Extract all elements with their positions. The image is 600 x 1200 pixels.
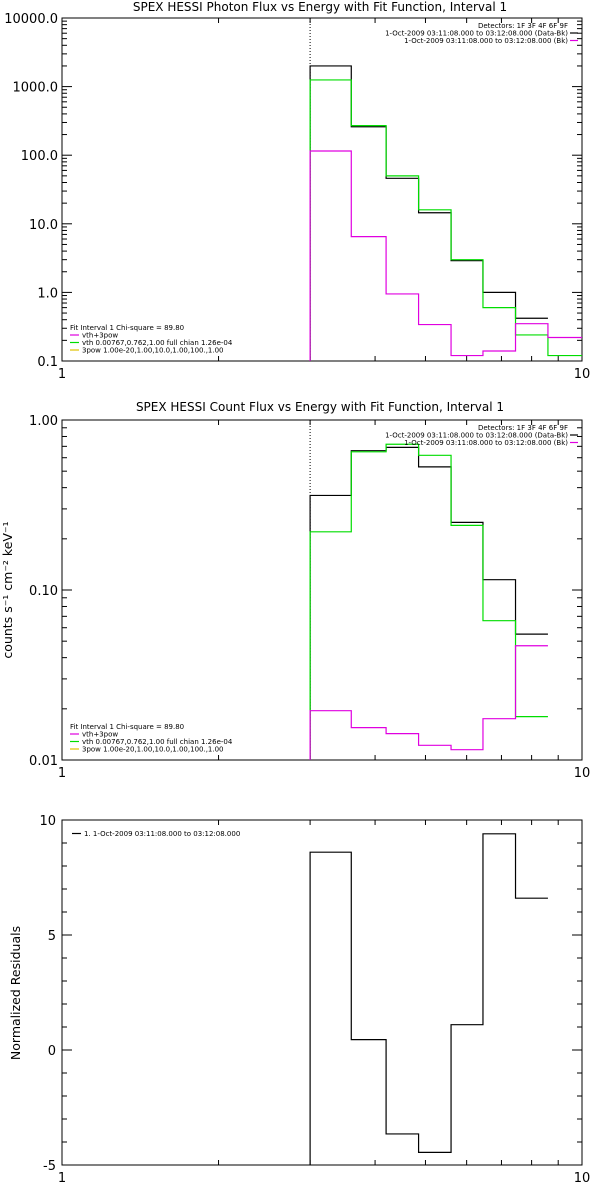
photon-flux-plot-frame xyxy=(61,17,583,362)
y-tick-label: 10000.0 xyxy=(4,12,58,27)
legend-entry: 1-Oct-2009 03:11:08.000 to 03:12:08.000 … xyxy=(404,439,568,447)
series-line-2 xyxy=(309,443,548,760)
y-tick-label: 0.10 xyxy=(29,584,58,599)
x-tick-label: 10 xyxy=(574,367,591,382)
y-tick-label: 10 xyxy=(39,814,56,829)
y-tick-label: 0.01 xyxy=(29,754,58,769)
y-tick-label: -5 xyxy=(43,1159,56,1174)
residuals-ticks: 1 10 -5 0 5 10 xyxy=(39,814,590,1186)
legend-entry: Fit Interval 1 Chi-square = 89.80 xyxy=(70,324,184,332)
count-flux-plot-frame xyxy=(61,419,583,761)
photon-flux-panel: SPEX HESSI Photon Flux vs Energy with Fi… xyxy=(4,0,590,382)
legend-entry: vth+3pow xyxy=(82,332,118,340)
series-line-2 xyxy=(309,79,582,361)
residuals-series xyxy=(309,833,548,1165)
legend-entry: Fit Interval 1 Chi-square = 89.80 xyxy=(70,723,184,731)
residuals-panel: Normalized Residuals 1 10 -5 0 5 10 1. 1-Oct-… xyxy=(8,814,590,1186)
legend-entry: vth 0.00767,0.762,1.00 full chian 1.26e-… xyxy=(82,339,233,347)
series-line-1 xyxy=(309,65,548,361)
legend-entry: Detectors: 1F 3F 4F 6F 9F xyxy=(478,424,568,432)
y-tick-label: 0 xyxy=(48,1044,56,1059)
count-flux-title: SPEX HESSI Count Flux vs Energy with Fit… xyxy=(136,400,504,414)
photon-flux-series xyxy=(309,18,582,361)
y-tick-label: 10.0 xyxy=(29,218,58,233)
x-tick-label: 10 xyxy=(574,766,591,781)
photon-flux-ticks: 1 10 0.1 1.0 10.0 100.0 1000.0 10000.0 xyxy=(4,12,590,382)
residuals-legend: 1. 1-Oct-2009 03:11:08.000 to 03:12:08.0… xyxy=(72,830,240,838)
series-line-1 xyxy=(309,446,548,760)
legend-entry: 1-Oct-2009 03:11:08.000 to 03:12:08.000 … xyxy=(385,432,568,440)
count-flux-ylabel: counts s⁻¹ cm⁻² keV⁻¹ xyxy=(0,521,15,658)
photon-flux-title: SPEX HESSI Photon Flux vs Energy with Fi… xyxy=(133,0,507,14)
legend-entry: 3pow 1.00e-20,1.00,10.0,1.00,100.,1.00 xyxy=(82,746,224,754)
series-line-3 xyxy=(309,645,548,760)
legend-entry: Detectors: 1F 3F 4F 6F 9F xyxy=(478,22,568,30)
y-tick-label: 1.00 xyxy=(29,414,58,429)
y-tick-label: 0.1 xyxy=(37,355,58,370)
series-line-1 xyxy=(309,833,548,1165)
legend-entry: vth 0.00767,0.762,1.00 full chian 1.26e-… xyxy=(82,738,233,746)
x-tick-label: 1 xyxy=(58,1171,66,1186)
count-flux-panel: SPEX HESSI Count Flux vs Energy with Fit… xyxy=(0,400,590,781)
x-tick-label: 10 xyxy=(574,1171,591,1186)
count-flux-legend: Detectors: 1F 3F 4F 6F 9F1-Oct-2009 03:1… xyxy=(70,424,578,754)
residuals-plot-frame xyxy=(61,819,583,1166)
x-tick-label: 1 xyxy=(58,766,66,781)
series-line-3 xyxy=(309,150,582,361)
legend-entry: 3pow 1.00e-20,1.00,10.0,1.00,100.,1.00 xyxy=(82,347,224,355)
count-flux-series xyxy=(309,420,548,760)
legend-entry: 1. 1-Oct-2009 03:11:08.000 to 03:12:08.0… xyxy=(84,830,240,838)
legend-entry: 1-Oct-2009 03:11:08.000 to 03:12:08.000 … xyxy=(385,30,568,38)
y-tick-label: 5 xyxy=(48,929,56,944)
y-tick-label: 1.0 xyxy=(37,286,58,301)
residuals-ylabel: Normalized Residuals xyxy=(8,926,23,1060)
y-tick-label: 100.0 xyxy=(21,149,58,164)
legend-entry: 1-Oct-2009 03:11:08.000 to 03:12:08.000 … xyxy=(404,37,568,45)
y-tick-label: 1000.0 xyxy=(13,81,59,96)
x-tick-label: 1 xyxy=(58,367,66,382)
photon-flux-legend: Detectors: 1F 3F 4F 6F 9F1-Oct-2009 03:1… xyxy=(70,22,578,355)
legend-entry: vth+3pow xyxy=(82,731,118,739)
